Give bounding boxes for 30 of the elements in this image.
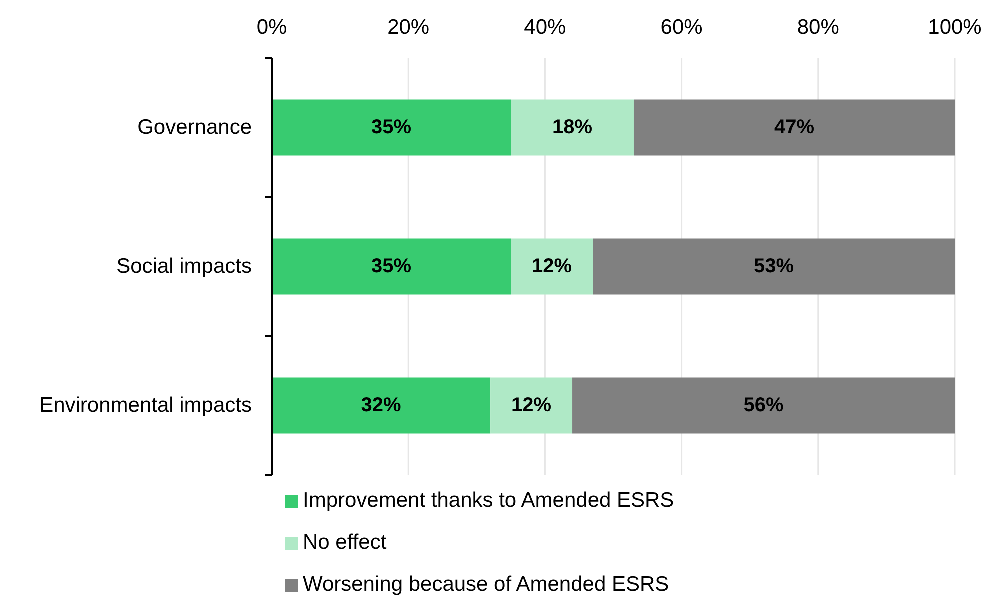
- data-label: 32%: [361, 394, 402, 417]
- legend-label: No effect: [303, 531, 387, 555]
- bar: [511, 100, 634, 156]
- x-tick-label: 80%: [797, 16, 840, 39]
- data-label: 56%: [744, 394, 784, 417]
- x-tick-label: 40%: [524, 16, 566, 39]
- bar: [593, 238, 955, 295]
- data-label: 35%: [372, 116, 412, 139]
- data-label: 47%: [774, 116, 815, 139]
- data-label: 18%: [552, 116, 593, 139]
- bar: [272, 378, 491, 434]
- data-label: 35%: [372, 256, 412, 278]
- x-tick-label: 60%: [660, 16, 703, 39]
- bar: [272, 100, 512, 156]
- legend-label: Improvement thanks to Amended ESRS: [303, 489, 674, 513]
- y-tick-label: Social impacts: [116, 255, 252, 278]
- x-tick-label: 20%: [388, 16, 430, 39]
- y-tick-label: Environmental impacts: [40, 394, 252, 417]
- bar: [634, 100, 955, 156]
- bar: [490, 378, 573, 434]
- data-label: 53%: [754, 256, 794, 278]
- x-tick-label: 100%: [928, 16, 982, 39]
- legend-label: Worsening because of Amended ESRS: [303, 573, 670, 597]
- x-tick-label: 0%: [256, 16, 288, 39]
- data-label: 12%: [532, 256, 572, 278]
- data-label: 12%: [512, 394, 552, 417]
- bar: [511, 238, 594, 295]
- bar: [272, 238, 512, 295]
- y-tick-label: Governance: [138, 116, 252, 139]
- bar: [572, 378, 955, 434]
